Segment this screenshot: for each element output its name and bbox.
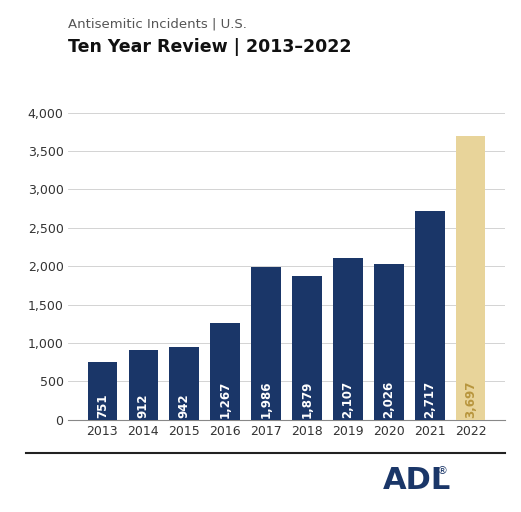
Text: 1,986: 1,986 — [259, 380, 272, 418]
Text: 2,717: 2,717 — [423, 380, 436, 418]
Text: 3,697: 3,697 — [464, 380, 477, 418]
Text: ADL: ADL — [383, 466, 451, 495]
Bar — [292, 275, 322, 420]
Bar — [169, 348, 199, 420]
Text: 2,026: 2,026 — [382, 380, 395, 418]
Text: Antisemitic Incidents | U.S.: Antisemitic Incidents | U.S. — [68, 18, 246, 31]
Bar — [88, 362, 117, 420]
Bar — [415, 211, 444, 420]
Bar — [456, 136, 486, 420]
Bar — [210, 323, 240, 420]
Text: 2,107: 2,107 — [341, 380, 354, 418]
Text: ®: ® — [437, 466, 448, 476]
Text: 1,267: 1,267 — [219, 380, 232, 418]
Bar — [251, 267, 281, 420]
Bar — [129, 350, 158, 420]
Text: 912: 912 — [137, 393, 150, 418]
Text: Ten Year Review | 2013–2022: Ten Year Review | 2013–2022 — [68, 38, 351, 56]
Text: 751: 751 — [96, 393, 109, 418]
Text: 942: 942 — [178, 393, 191, 418]
Text: 1,879: 1,879 — [301, 380, 314, 418]
Bar — [333, 258, 363, 420]
Bar — [374, 264, 404, 420]
